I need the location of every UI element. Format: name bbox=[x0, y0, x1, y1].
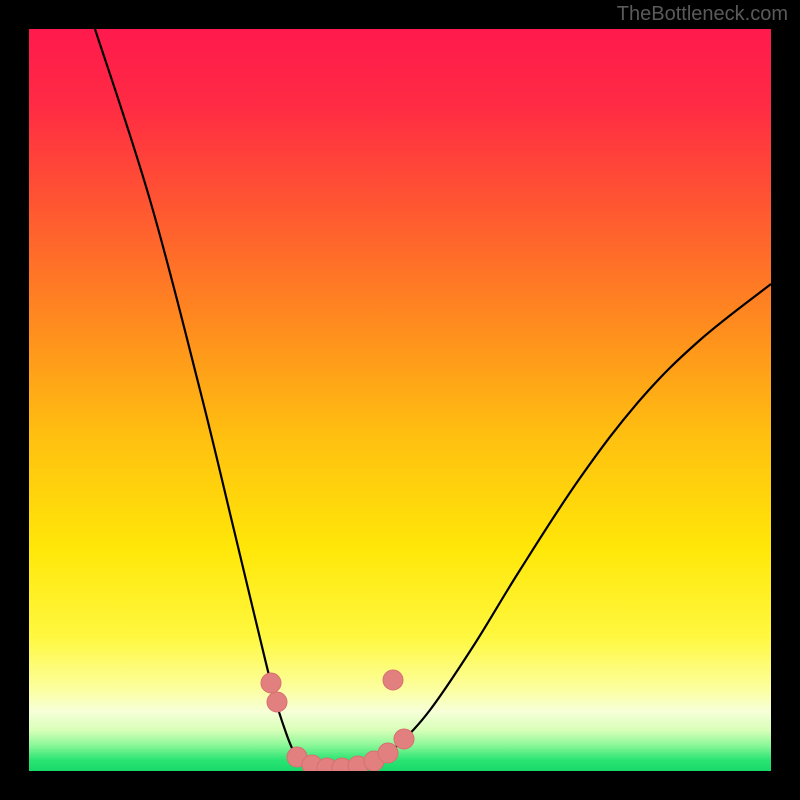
data-marker bbox=[267, 692, 287, 712]
data-marker bbox=[394, 729, 414, 749]
gradient-background bbox=[29, 29, 771, 771]
data-marker bbox=[383, 670, 403, 690]
attribution-text: TheBottleneck.com bbox=[617, 3, 788, 26]
data-marker bbox=[378, 743, 398, 763]
chart-container: TheBottleneck.com bbox=[0, 0, 800, 800]
bottleneck-chart bbox=[0, 0, 800, 800]
data-marker bbox=[261, 673, 281, 693]
